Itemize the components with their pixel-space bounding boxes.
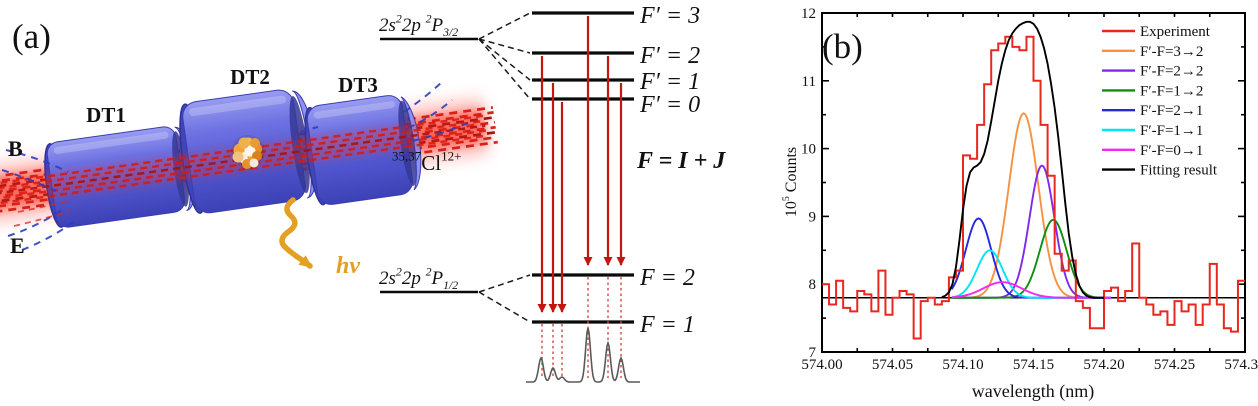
legend-label-3: F′-F=1→2 bbox=[1140, 83, 1203, 99]
level-label-fp1: F′ = 1 bbox=[639, 69, 700, 95]
dt1-label: DT1 bbox=[86, 103, 126, 127]
x-axis-title: wavelength (nm) bbox=[972, 381, 1094, 402]
panel-b-label: (b) bbox=[822, 27, 863, 66]
lower-term-label: 2s22p 2P1/2 bbox=[379, 264, 458, 291]
legend-label-2: F′-F=2→2 bbox=[1140, 64, 1203, 80]
x-tick-label: 574.10 bbox=[942, 357, 983, 373]
level-label-f1: F = 1 bbox=[639, 312, 695, 338]
level-label-f2: F = 2 bbox=[639, 265, 695, 291]
fit-curve bbox=[941, 20, 1104, 299]
level-label-fp3: F′ = 3 bbox=[639, 3, 700, 29]
x-tick-label: 574.25 bbox=[1154, 357, 1195, 373]
experiment-histogram bbox=[822, 35, 1245, 340]
y-axis-title: 105 Counts bbox=[781, 147, 800, 217]
component-curve-4 bbox=[951, 249, 1112, 299]
x-tick-label: 574.00 bbox=[801, 357, 842, 373]
electric-field-lines bbox=[13, 199, 73, 227]
level-label-fp2: F′ = 2 bbox=[639, 43, 700, 69]
ion-nucleus bbox=[231, 135, 265, 169]
upper-term-label: 2s22p 2P3/2 bbox=[379, 11, 458, 38]
legend-label-5: F′-F=1→1 bbox=[1140, 123, 1203, 139]
ion-beam-core bbox=[0, 114, 487, 210]
component-curve-5 bbox=[951, 281, 1112, 299]
y-tick-label: 8 bbox=[809, 277, 817, 293]
figure-panel-b: 574.00 574.05 574.10 574.15 574.20 574.25 574.… bbox=[781, 6, 1258, 402]
component-curve-2 bbox=[951, 218, 1112, 299]
photon-wiggle-arrow bbox=[279, 197, 313, 269]
magnetic-field-label: B bbox=[8, 136, 23, 161]
legend-label-0: Experiment bbox=[1140, 24, 1211, 40]
hyperfine-level-lines bbox=[532, 11, 634, 324]
electric-field-label: E bbox=[10, 233, 25, 258]
level-label-fp0: F′ = 0 bbox=[639, 92, 700, 118]
x-tick-label: 574.15 bbox=[1013, 357, 1054, 373]
panel-a-label: (a) bbox=[12, 17, 51, 56]
magnetic-field-lines bbox=[1, 80, 469, 251]
legend-label-6: F′-F=0→1 bbox=[1140, 143, 1203, 159]
figure-panel-a: (a) DT1 DT2 DT3 B E hν 35,37Cl12+ 2s22p … bbox=[0, 3, 726, 383]
term-connectors bbox=[478, 12, 531, 323]
y-tick-label: 12 bbox=[801, 6, 816, 22]
x-tick-label: 574.05 bbox=[872, 357, 913, 373]
dt2-label: DT2 bbox=[230, 65, 270, 89]
ion-species-label: 35,37Cl12+ bbox=[392, 149, 461, 176]
y-tick-label: 11 bbox=[802, 74, 816, 90]
transition-arrows bbox=[537, 16, 626, 313]
legend-label-7: Fitting result bbox=[1140, 163, 1218, 179]
y-tick-label: 7 bbox=[809, 345, 817, 361]
dt3-label: DT3 bbox=[338, 73, 378, 97]
x-tick-label: 574.20 bbox=[1083, 357, 1124, 373]
y-tick-label: 9 bbox=[809, 209, 817, 225]
legend-label-1: F′-F=3→2 bbox=[1140, 44, 1203, 60]
y-tick-label: 10 bbox=[801, 142, 816, 158]
mini-spectrum-curve bbox=[526, 327, 640, 383]
x-tick-label: 574.30 bbox=[1224, 357, 1258, 373]
photon-energy-label: hν bbox=[336, 253, 360, 279]
component-curve-3 bbox=[950, 217, 1112, 299]
legend-label-4: F′-F=2→1 bbox=[1140, 103, 1203, 119]
coupling-label: F = I + J bbox=[636, 148, 726, 174]
